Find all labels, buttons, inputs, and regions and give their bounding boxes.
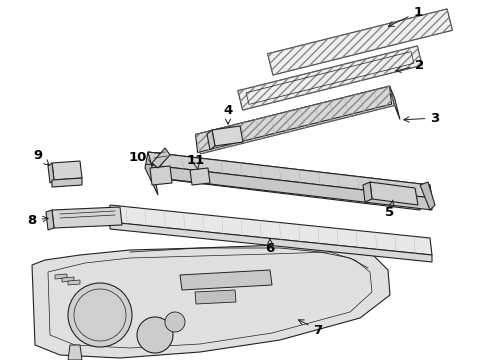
Polygon shape	[68, 345, 82, 360]
Polygon shape	[110, 222, 432, 262]
Polygon shape	[150, 165, 432, 210]
Text: 6: 6	[266, 239, 274, 255]
Text: 1: 1	[389, 5, 422, 26]
Polygon shape	[390, 86, 400, 120]
Text: 11: 11	[187, 153, 205, 170]
Polygon shape	[268, 9, 452, 75]
Text: 8: 8	[27, 213, 48, 226]
Text: 9: 9	[33, 149, 49, 165]
Polygon shape	[145, 152, 158, 195]
Polygon shape	[196, 86, 392, 153]
Polygon shape	[180, 270, 272, 290]
Text: 5: 5	[386, 200, 394, 219]
Polygon shape	[212, 126, 243, 146]
Text: 10: 10	[129, 150, 152, 165]
Polygon shape	[108, 205, 432, 255]
Polygon shape	[150, 166, 172, 185]
Polygon shape	[196, 86, 394, 154]
Polygon shape	[207, 130, 215, 150]
Polygon shape	[55, 274, 67, 279]
Polygon shape	[32, 242, 390, 358]
Text: 7: 7	[298, 320, 322, 337]
Circle shape	[68, 283, 132, 347]
Text: 2: 2	[396, 59, 424, 72]
Circle shape	[137, 317, 173, 353]
Polygon shape	[370, 182, 418, 205]
Polygon shape	[420, 182, 435, 210]
Polygon shape	[148, 152, 432, 198]
Circle shape	[165, 312, 185, 332]
Polygon shape	[62, 277, 74, 282]
Polygon shape	[363, 182, 372, 202]
Polygon shape	[190, 168, 210, 185]
Polygon shape	[148, 152, 430, 210]
Polygon shape	[195, 290, 236, 304]
Text: 4: 4	[223, 104, 233, 124]
Polygon shape	[52, 178, 82, 187]
Polygon shape	[48, 163, 54, 183]
Polygon shape	[52, 161, 82, 180]
Text: 3: 3	[404, 112, 440, 125]
Polygon shape	[152, 148, 170, 168]
Polygon shape	[52, 207, 122, 228]
Polygon shape	[238, 46, 422, 110]
Polygon shape	[46, 210, 54, 230]
Polygon shape	[68, 280, 80, 285]
